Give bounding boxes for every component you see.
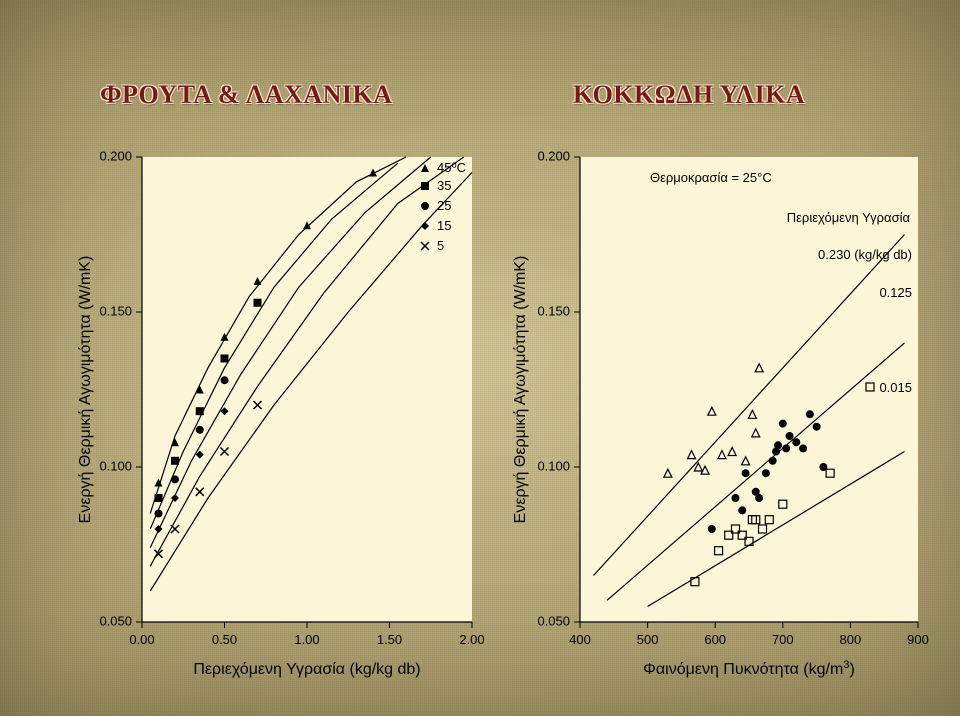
svg-text:400: 400 xyxy=(569,632,591,647)
svg-text:15: 15 xyxy=(437,218,451,233)
svg-text:25: 25 xyxy=(437,198,451,213)
svg-text:0.200: 0.200 xyxy=(537,148,570,163)
svg-text:Ενεργή Θερμική Αγωγιμότητα (W/: Ενεργή Θερμική Αγωγιμότητα (W/mK) xyxy=(77,256,94,524)
svg-text:500: 500 xyxy=(637,632,659,647)
svg-text:0.200: 0.200 xyxy=(99,148,132,163)
svg-text:700: 700 xyxy=(772,632,794,647)
svg-text:0.100: 0.100 xyxy=(99,458,132,473)
slide: ΦΡΟΥΤΑ & ΛΑΧΑΝΙΚΑ ΚΟΚΚΩΔΗ ΥΛΙΚΑ 0.050 0.1… xyxy=(0,0,960,716)
chart-left: 0.050 0.100 0.150 0.200 0.00 0.50 1.00 1.50 2.00… xyxy=(67,142,487,692)
svg-text:Φαινόμενη Πυκνότητα (kg/m3): Φαινόμενη Πυκνότητα (kg/m3) xyxy=(643,659,855,678)
svg-text:Ενεργή Θερμική Αγωγιμότητα (W/: Ενεργή Θερμική Αγωγιμότητα (W/mK) xyxy=(512,256,529,524)
svg-text:0.050: 0.050 xyxy=(537,613,570,628)
svg-text:0.150: 0.150 xyxy=(99,303,132,318)
svg-text:0.230 (kg/kg db): 0.230 (kg/kg db) xyxy=(818,247,912,262)
svg-text:Θερμοκρασία = 25°C: Θερμοκρασία = 25°C xyxy=(650,170,772,185)
chart-right: 0.050 0.100 0.150 0.200 400 500 600 700 800 900 Εν… xyxy=(500,142,930,692)
svg-text:0.015: 0.015 xyxy=(879,380,912,395)
svg-text:800: 800 xyxy=(840,632,862,647)
heading-left: ΦΡΟΥΤΑ & ΛΑΧΑΝΙΚΑ xyxy=(100,80,393,110)
svg-text:0.100: 0.100 xyxy=(537,458,570,473)
svg-text:5: 5 xyxy=(437,238,444,253)
svg-text:Περιεχόμενη Υγρασία (kg/kg db): Περιεχόμενη Υγρασία (kg/kg db) xyxy=(193,661,420,678)
svg-text:45⁰C: 45⁰C xyxy=(437,160,466,175)
svg-text:0.00: 0.00 xyxy=(129,632,154,647)
svg-text:0.50: 0.50 xyxy=(212,632,237,647)
svg-text:900: 900 xyxy=(907,632,929,647)
svg-text:Περιεχόμενη Υγρασία: Περιεχόμενη Υγρασία xyxy=(787,210,911,225)
svg-text:1.00: 1.00 xyxy=(294,632,319,647)
svg-text:0.150: 0.150 xyxy=(537,303,570,318)
chart-right-svg: 0.050 0.100 0.150 0.200 400 500 600 700 800 900 Εν… xyxy=(500,142,930,692)
chart-left-svg: 0.050 0.100 0.150 0.200 0.00 0.50 1.00 1.50 2.00… xyxy=(67,142,487,692)
svg-text:35: 35 xyxy=(437,178,451,193)
svg-text:1.50: 1.50 xyxy=(377,632,402,647)
svg-text:0.050: 0.050 xyxy=(99,613,132,628)
heading-right: ΚΟΚΚΩΔΗ ΥΛΙΚΑ xyxy=(573,80,805,110)
svg-text:2.00: 2.00 xyxy=(459,632,484,647)
svg-text:0.125: 0.125 xyxy=(879,285,912,300)
svg-text:600: 600 xyxy=(704,632,726,647)
